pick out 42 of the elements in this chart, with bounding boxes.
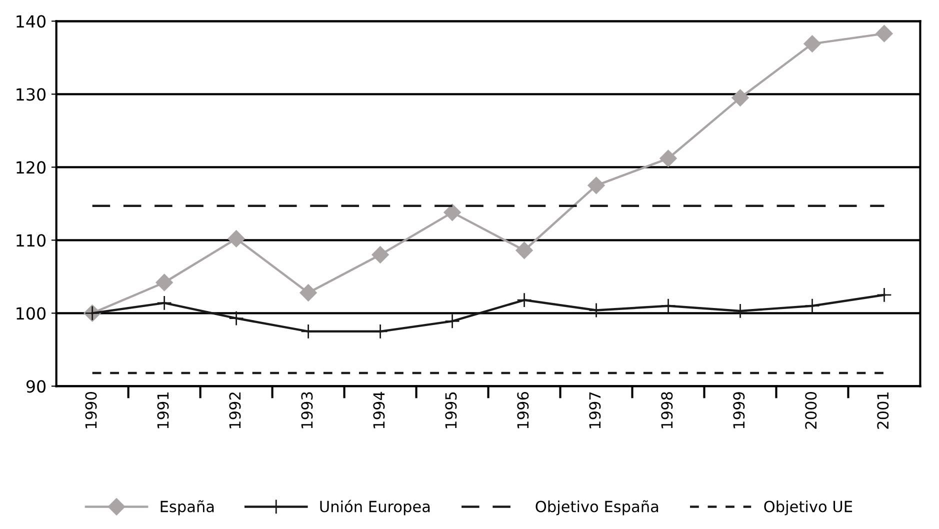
point: [444, 204, 461, 221]
legend-label: Unión Europea: [320, 500, 430, 516]
y-tick-label: 110: [16, 234, 46, 247]
point: [444, 314, 460, 329]
x-tick-label: 2001: [877, 392, 889, 429]
x-tick-label: 1993: [301, 392, 313, 428]
point: [516, 242, 533, 259]
point: [228, 230, 245, 248]
point: [732, 303, 748, 319]
y-tick-label: 90: [26, 380, 46, 393]
y-tick-label: 120: [16, 161, 46, 174]
point: [228, 310, 244, 326]
point: [156, 274, 173, 292]
x-tick-label: 1992: [229, 392, 241, 428]
legend-label: Objetivo UE: [764, 500, 852, 516]
point: [516, 292, 532, 308]
x-tick-label: 1998: [661, 392, 673, 428]
legend-label: España: [160, 500, 214, 516]
point: [588, 176, 605, 194]
y-tick-label: 130: [16, 88, 46, 101]
point: [300, 284, 317, 302]
x-tick-label: 1997: [589, 392, 601, 428]
point: [660, 298, 676, 314]
x-tick-label: 2000: [805, 392, 817, 429]
point: [804, 298, 820, 314]
point: [876, 287, 892, 303]
y-tick-label: 140: [16, 15, 46, 28]
x-tick-label: 1990: [85, 392, 97, 428]
x-tick-label: 1991: [157, 392, 169, 428]
y-tick-label: 100: [16, 307, 46, 320]
x-tick-label: 1999: [733, 392, 745, 428]
point: [732, 89, 749, 106]
point: [156, 295, 172, 311]
point: [660, 150, 677, 167]
x-tick-label: 1994: [373, 392, 385, 428]
point: [876, 25, 893, 42]
x-tick-label: 1996: [517, 392, 529, 428]
x-tick-label: 1995: [445, 392, 457, 428]
point: [372, 246, 389, 264]
point: [804, 35, 821, 52]
point: [588, 302, 604, 318]
legend-label: Objetivo España: [536, 500, 658, 516]
